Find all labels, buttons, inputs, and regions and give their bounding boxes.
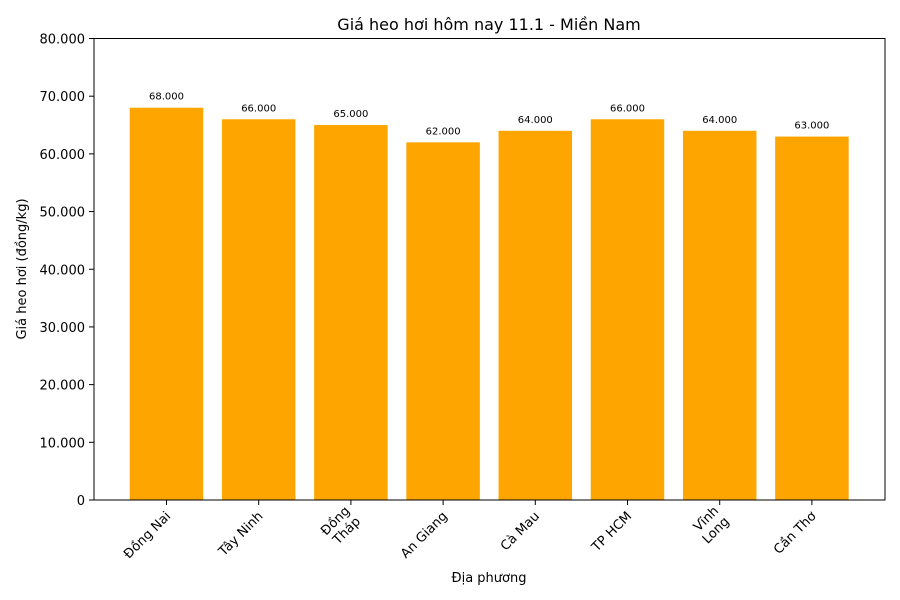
x-tick-label: Đồng Nai	[121, 509, 174, 562]
y-tick-label: 80.000	[40, 33, 86, 48]
data-label: 66.000	[610, 103, 645, 114]
x-tick-label: An Giang	[398, 509, 451, 562]
bar	[314, 125, 388, 500]
x-tick-label: Cà Mau	[498, 509, 543, 554]
bars-layer	[129, 107, 849, 501]
data-label: 66.000	[241, 103, 276, 114]
data-label: 64.000	[702, 115, 737, 126]
y-tick-label: 70.000	[40, 90, 86, 105]
bar	[406, 142, 480, 500]
x-tick-label: ĐồngTháp	[318, 504, 364, 550]
x-axis: Đồng Nai Tây Ninh ĐồngTháp An Giang Cà Mau TP…	[121, 500, 820, 562]
data-label: 68.000	[149, 92, 184, 103]
y-axis-label: Giá heo hơi (đồng/kg)	[15, 198, 30, 339]
y-tick-label: 10.000	[40, 436, 86, 451]
y-tick-label: 0	[77, 494, 85, 509]
y-tick-label: 30.000	[40, 321, 86, 336]
bar	[590, 119, 665, 500]
y-tick-label: 50.000	[40, 206, 86, 221]
data-labels-layer: 68.000 66.000 65.000 62.000 64.000 66.000 64.0…	[149, 92, 829, 138]
plot-frame	[93, 38, 886, 501]
data-label: 62.000	[426, 126, 461, 137]
x-tick-label: VĩnhLong	[689, 504, 732, 547]
data-label: 64.000	[518, 115, 553, 126]
y-tick-label: 60.000	[40, 148, 86, 163]
data-label: 65.000	[333, 109, 368, 120]
bar	[129, 107, 204, 500]
bar	[775, 136, 849, 500]
y-tick-label: 40.000	[40, 263, 86, 278]
x-tick-label: Tây Ninh	[215, 509, 266, 560]
x-tick-label: TP HCM	[588, 509, 635, 556]
bar	[498, 130, 573, 501]
chart-title: Giá heo hơi hôm nay 11.1 - Miền Nam	[337, 15, 640, 34]
x-axis-label: Địa phương	[452, 571, 527, 586]
y-tick-label: 20.000	[40, 379, 86, 394]
bar	[221, 119, 296, 500]
y-axis: 0 10.000 20.000 30.000 40.000 50.000 60.000 70.…	[40, 33, 94, 509]
bar	[682, 130, 757, 501]
data-label: 63.000	[794, 121, 829, 132]
x-tick-label: Cần Thơ	[771, 509, 820, 558]
